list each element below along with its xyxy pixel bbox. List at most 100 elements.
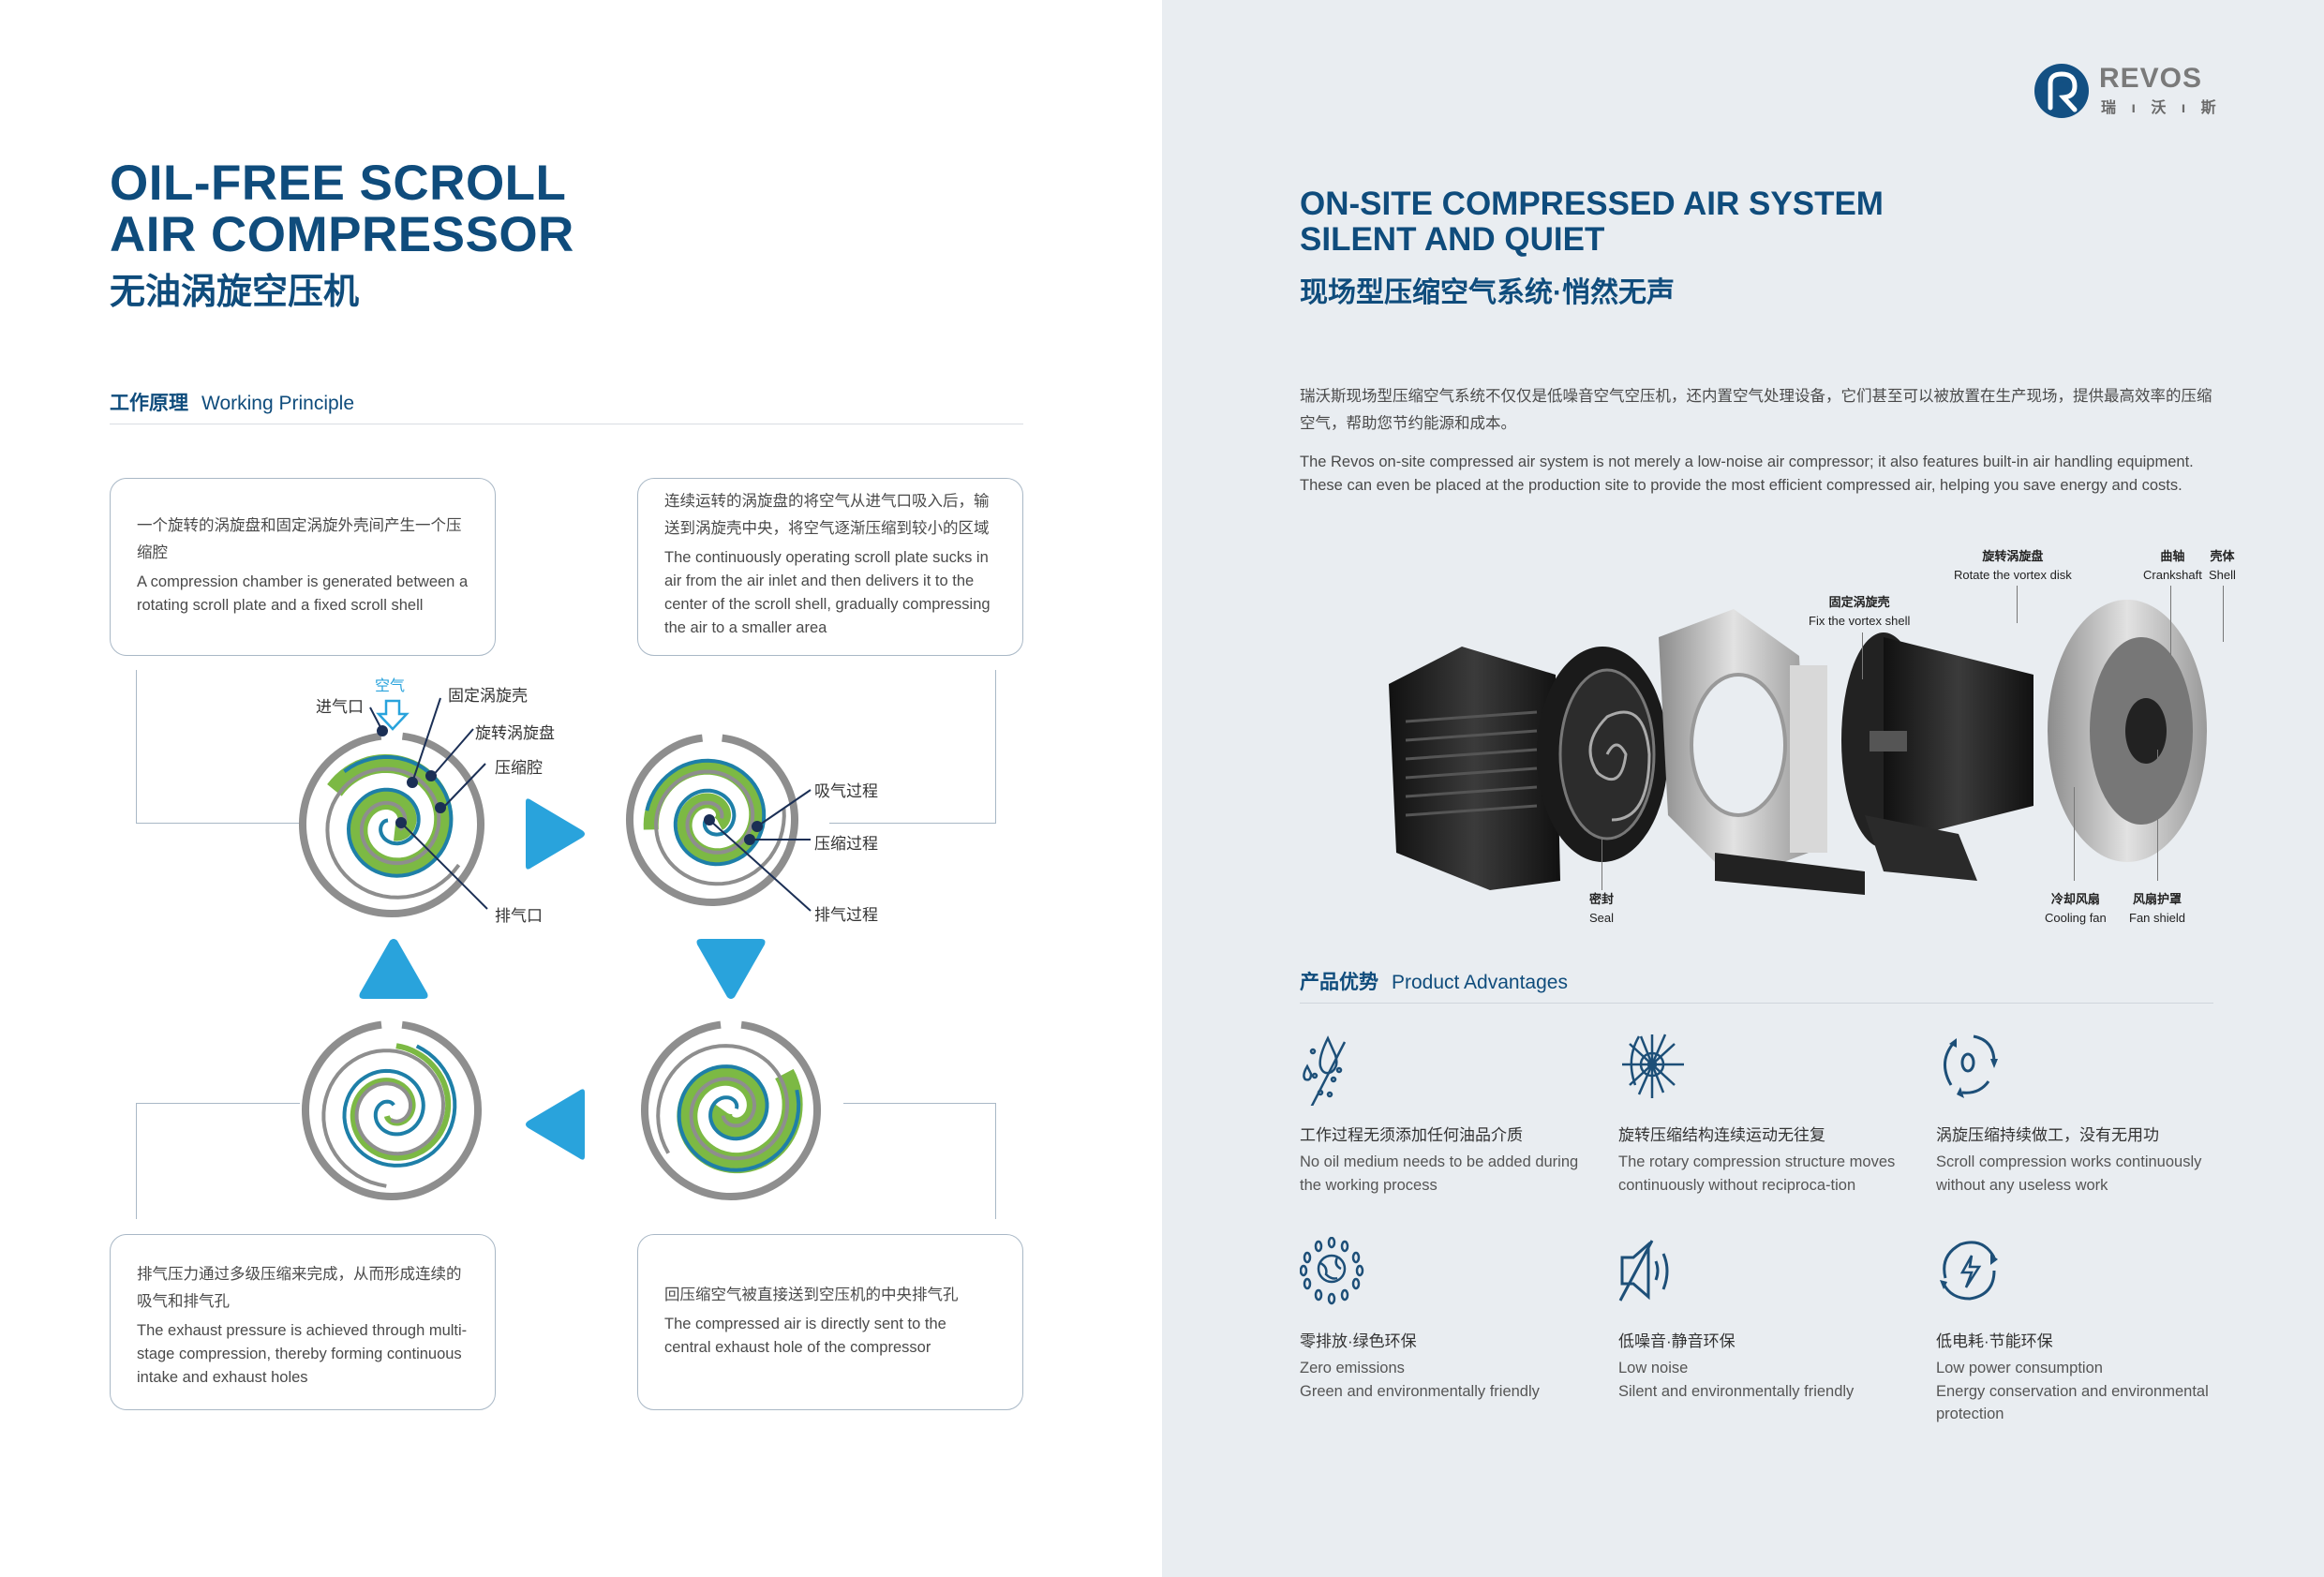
outer-shell <box>641 1020 821 1200</box>
motor-shell <box>1841 632 2034 881</box>
leader-line <box>2170 586 2171 717</box>
part-label-rotating-disk: 旋转涡旋盘 Rotate the vortex disk <box>1954 547 2072 585</box>
leader-line <box>2074 787 2075 881</box>
leader-line <box>1601 839 1602 890</box>
leader-line <box>2157 750 2158 881</box>
title-line-1: ON-SITE COMPRESSED AIR SYSTEM <box>1300 186 1884 222</box>
part-zh: 密封 <box>1589 892 1615 906</box>
feature-continuous: 涡旋压缩持续做工，没有无用功 Scroll compression works … <box>1936 1031 2227 1197</box>
arrow-up-icon <box>359 939 428 999</box>
connector-line <box>136 670 300 824</box>
feature-low-power: 低电耗·节能环保 Low power consumption Energy co… <box>1936 1237 2227 1426</box>
title-zh: 现场型压缩空气系统·悄然无声 <box>1300 277 1675 308</box>
part-label-shell: 壳体 Shell <box>2209 547 2236 585</box>
feature-title: 涡旋压缩持续做工，没有无用功 <box>1936 1126 2159 1144</box>
arrow-left-icon <box>526 1089 585 1160</box>
feature-title: 旋转压缩结构连续运动无往复 <box>1618 1126 1825 1144</box>
feature-desc: The rotary compression structure moves c… <box>1618 1153 1896 1194</box>
no-oil-drop-icon <box>1303 1035 1347 1108</box>
feature-title: 零排放·绿色环保 <box>1300 1332 1417 1350</box>
leader-line <box>2223 586 2224 642</box>
part-en: Cooling fan <box>2045 911 2107 925</box>
rotating-scroll <box>677 1064 801 1172</box>
logo-text: REVOS <box>2099 63 2203 94</box>
fixed-scroll-housing <box>1389 647 1560 890</box>
connector-line <box>829 670 996 824</box>
part-zh: 曲轴 <box>2160 549 2185 563</box>
revos-logo: REVOS 瑞 ı 沃 ı 斯 <box>2034 61 2221 121</box>
rotary-structure-icon <box>1622 1034 1684 1098</box>
revos-logo-icon <box>2034 64 2089 118</box>
connector-line <box>843 1103 996 1219</box>
feature-desc: No oil medium needs to be added during t… <box>1300 1153 1579 1194</box>
part-zh: 固定涡旋壳 <box>1828 595 1890 609</box>
fixed-scroll <box>656 1044 790 1161</box>
part-label-cooling-fan: 冷却风扇 Cooling fan <box>2045 890 2107 928</box>
label-chamber: 压缩腔 <box>495 759 543 777</box>
part-label-fixed-shell: 固定涡旋壳 Fix the vortex shell <box>1809 593 1910 631</box>
intro-zh: 瑞沃斯现场型压缩空气系统不仅仅是低噪音空气空压机，还内置空气处理设备，它们甚至可… <box>1300 388 2212 432</box>
feature-desc: Zero emissions <box>1300 1360 1405 1376</box>
compression-chamber <box>677 1064 803 1174</box>
section-heading: 工作原理 Working Principle <box>110 388 354 416</box>
bearing-housing <box>1659 609 1865 895</box>
arrow-right-icon <box>526 798 585 870</box>
label-outlet: 排气口 <box>495 907 543 925</box>
label-exhaust: 排气过程 <box>814 906 878 924</box>
step-box-4: 回压缩空气被直接送到空压机的中央排气孔 The compressed air i… <box>637 1234 1023 1410</box>
feature-title: 低噪音·静音环保 <box>1618 1332 1736 1350</box>
part-label-fan-shield: 风扇护罩 Fan shield <box>2129 890 2185 928</box>
part-zh: 风扇护罩 <box>2132 892 2182 906</box>
outer-shell <box>302 1020 482 1200</box>
left-page: OIL-FREE SCROLL AIR COMPRESSOR 无油涡旋空压机 工… <box>110 156 1023 1410</box>
label-rotating-disk: 旋转涡旋盘 <box>475 724 555 742</box>
part-en: Seal <box>1589 911 1615 925</box>
feature-low-noise: 低噪音·静音环保 Low noise Silent and environmen… <box>1618 1237 1909 1403</box>
title-line-2: SILENT AND QUIET <box>1300 221 1605 258</box>
step-box-3: 排气压力通过多级压缩来完成，从而形成连续的吸气和排气孔 The exhaust … <box>110 1234 496 1410</box>
title-zh: 无油涡旋空压机 <box>110 273 360 312</box>
step-4-zh: 回压缩空气被直接送到空压机的中央排气孔 <box>664 1287 959 1303</box>
label-compress: 压缩过程 <box>814 835 878 853</box>
logo-zh: 瑞 ı 沃 ı 斯 <box>2101 100 2222 116</box>
rotating-scroll <box>343 754 454 878</box>
leader-line <box>2017 586 2018 623</box>
title-line-1: OIL-FREE SCROLL <box>110 156 567 211</box>
step-3-en: The exhaust pressure is achieved through… <box>137 1322 468 1386</box>
globe-leaves-icon <box>1299 1236 1364 1305</box>
step-box-1: 一个旋转的涡旋盘和固定涡旋外壳间产生一个压缩腔 A compression ch… <box>110 478 496 656</box>
feature-desc: Scroll compression works continuously wi… <box>1936 1153 2202 1194</box>
feature-zero-emissions: 零排放·绿色环保 Zero emissions Green and enviro… <box>1299 1236 1590 1403</box>
intro-en: The Revos on-site compressed air system … <box>1300 454 2194 494</box>
feature-desc-2: Green and environmentally friendly <box>1300 1382 1540 1400</box>
mute-speaker-icon <box>1618 1240 1669 1302</box>
feature-desc: Low power consumption <box>1936 1360 2103 1376</box>
step-box-2: 连续运转的涡旋盘的将空气从进气口吸入后，输送到涡旋壳中央，将空气逐渐压缩到较小的… <box>637 478 1023 656</box>
section-zh: 产品优势 <box>1300 972 1378 993</box>
connector-line <box>136 1103 300 1219</box>
feature-desc-2: Energy conservation and environmental pr… <box>1936 1382 2209 1423</box>
part-en: Shell <box>2209 568 2236 582</box>
step-4-en: The compressed air is directly sent to t… <box>664 1316 946 1356</box>
orbiting-scroll <box>1537 647 1668 862</box>
feature-title: 工作过程无须添加任何油品介质 <box>1300 1126 1523 1144</box>
label-air: 空气 <box>375 678 406 694</box>
feature-rotary: 旋转压缩结构连续运动无往复 The rotary compression str… <box>1618 1031 1909 1197</box>
label-inlet: 进气口 <box>316 698 364 716</box>
label-intake: 吸气过程 <box>814 782 878 800</box>
feature-desc-2: Silent and environmentally friendly <box>1618 1382 1855 1400</box>
cooling-fan <box>2048 600 2207 862</box>
step-1-en: A compression chamber is generated betwe… <box>137 573 469 614</box>
right-page: REVOS 瑞 ı 沃 ı 斯 ON-SITE COMPRESSED AIR S… <box>1162 0 2324 1577</box>
energy-cycle-icon <box>1940 1241 1998 1301</box>
section-zh: 工作原理 <box>110 393 188 414</box>
step-2-en: The continuously operating scroll plate … <box>664 549 991 636</box>
fixed-scroll <box>654 769 786 886</box>
scroll-diagram-3 <box>302 1020 482 1200</box>
section-en: Product Advantages <box>1392 972 1568 993</box>
scroll-diagram-4 <box>641 1020 821 1200</box>
part-label-seal: 密封 Seal <box>1589 890 1614 928</box>
leader-line <box>1862 632 1863 679</box>
part-en: Fan shield <box>2129 911 2185 925</box>
part-zh: 壳体 <box>2210 549 2235 563</box>
